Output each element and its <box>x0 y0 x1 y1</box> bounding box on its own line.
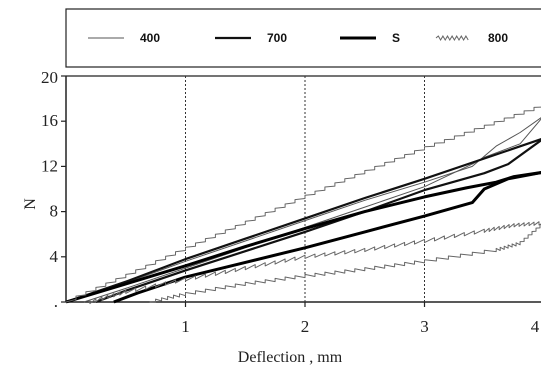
legend-box <box>65 8 541 68</box>
legend-label-400: 400 <box>140 31 160 45</box>
y-tick-label: 4 <box>50 247 59 266</box>
y-tick-label: 12 <box>41 156 58 175</box>
y-tick-label: 20 <box>41 68 58 87</box>
y-tick-label: . <box>54 292 58 311</box>
series-700-loading-line <box>65 138 541 304</box>
series-400-unloading-line <box>83 118 541 303</box>
series-700-unloading-line <box>95 139 541 304</box>
y-axis-title: N <box>22 198 39 210</box>
x-tick-label: 2 <box>301 317 310 336</box>
legend-label-800: 800 <box>488 31 508 45</box>
x-tick-label: 3 <box>420 317 429 336</box>
y-tick-label: 16 <box>41 111 58 130</box>
series-800-lower-branch-line <box>149 224 541 303</box>
legend-label-700: 700 <box>267 31 287 45</box>
x-tick-label: 4 <box>531 317 540 336</box>
legend-swatch-800 <box>435 34 469 42</box>
legend-label-S: S <box>392 31 400 45</box>
x-tick-label: 1 <box>181 317 190 336</box>
series-400-loading-line <box>65 117 541 303</box>
series-S-unloading-line <box>113 171 541 304</box>
y-tick-label: 8 <box>50 202 59 221</box>
series-S-loading-line <box>65 171 541 304</box>
x-axis-title: Deflection , mm <box>238 349 343 366</box>
series-800-loading-line <box>65 106 541 303</box>
series-800-unloading-line <box>89 221 541 305</box>
